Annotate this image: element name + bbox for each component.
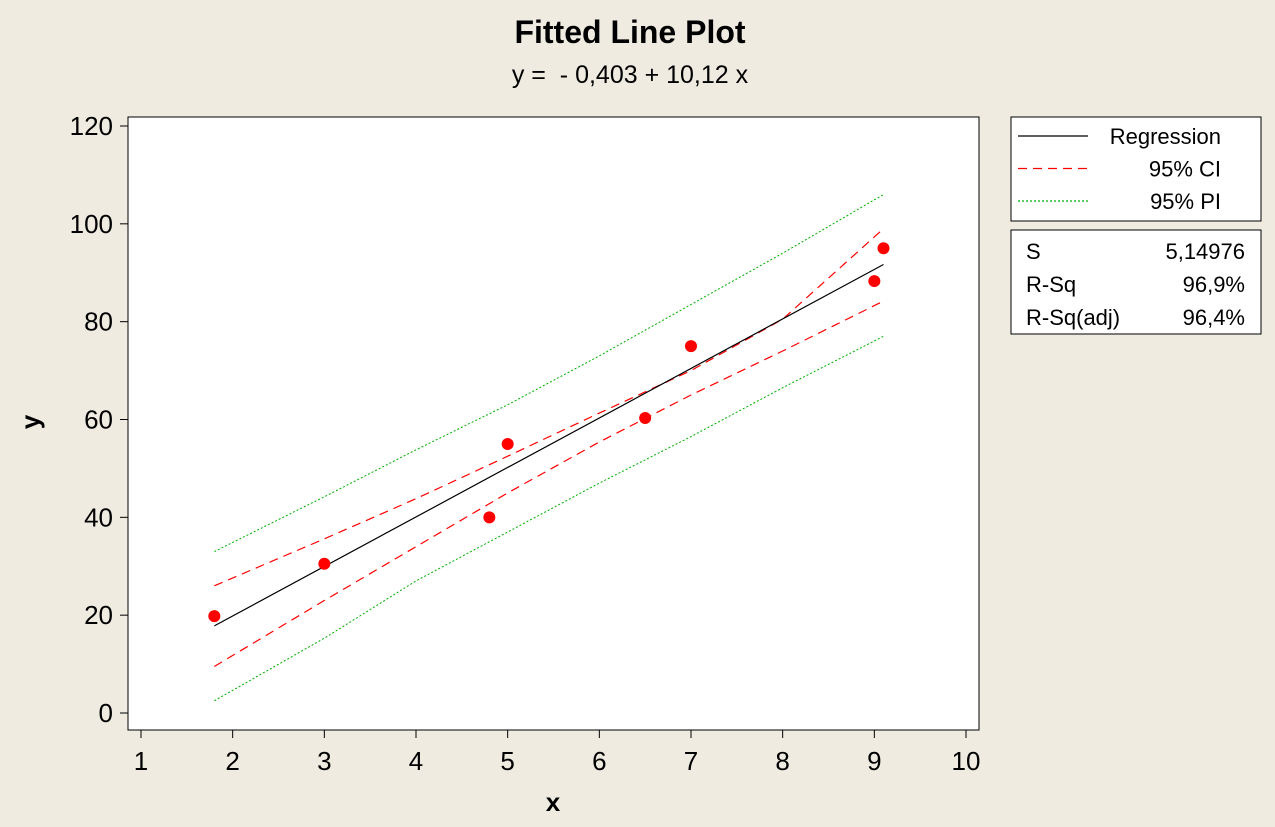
stat-label: R-Sq(adj) xyxy=(1026,305,1120,330)
y-tick-label: 0 xyxy=(99,698,113,728)
data-point xyxy=(208,610,221,623)
legend-label: 95% PI xyxy=(1150,189,1221,214)
x-tick-label: 7 xyxy=(684,746,698,776)
x-tick-label: 5 xyxy=(500,746,514,776)
y-tick-label: 20 xyxy=(84,600,113,630)
ci-lower-line xyxy=(213,300,884,668)
y-tick-label: 40 xyxy=(84,502,113,532)
x-tick-label: 8 xyxy=(775,746,789,776)
y-tick-label: 100 xyxy=(70,209,113,239)
pi-lower-line xyxy=(214,335,884,702)
chart-title: Fitted Line Plot xyxy=(514,14,745,50)
y-tick-label: 60 xyxy=(84,405,113,435)
legend-label: 95% CI xyxy=(1149,157,1221,182)
y-tick-label: 120 xyxy=(70,111,113,141)
x-axis: 1 2 3 4 5 6 7 8 9 10 xyxy=(134,730,981,776)
x-tick-label: 6 xyxy=(592,746,606,776)
legend-items: Regression 95% CI 95% PI xyxy=(1018,124,1221,214)
legend-label: Regression xyxy=(1110,124,1221,149)
stats-box-frame xyxy=(1010,229,1262,335)
x-tick-label: 10 xyxy=(952,746,981,776)
x-tick-label: 1 xyxy=(134,746,148,776)
legend-box xyxy=(1010,116,1262,222)
data-point xyxy=(639,412,652,425)
data-point xyxy=(868,275,881,288)
stats-box: S 5,14976 R-Sq 96,9% R-Sq(adj) 96,4% xyxy=(1010,229,1262,335)
stat-value: 96,9% xyxy=(1183,272,1245,297)
stat-label: S xyxy=(1026,239,1041,264)
stat-label: R-Sq xyxy=(1026,272,1076,297)
legend: Regression 95% CI 95% PI xyxy=(1010,116,1262,222)
x-tick-label: 9 xyxy=(867,746,881,776)
series-layer xyxy=(208,194,890,702)
x-tick-label: 3 xyxy=(317,746,331,776)
stats-items: S 5,14976 R-Sq 96,9% R-Sq(adj) 96,4% xyxy=(1026,239,1245,330)
data-point xyxy=(685,340,697,353)
chart-subtitle: y = - 0,403 + 10,12 x xyxy=(512,61,749,89)
stat-value: 96,4% xyxy=(1183,305,1245,330)
x-tick-label: 4 xyxy=(409,746,423,776)
data-point xyxy=(483,511,496,524)
ci-upper-line xyxy=(214,228,884,587)
data-point xyxy=(501,437,514,450)
stat-value: 5,14976 xyxy=(1165,239,1245,264)
y-axis-label: y xyxy=(15,414,45,429)
y-axis: 0 20 40 60 80 100 120 xyxy=(70,111,128,728)
data-point xyxy=(877,242,890,255)
x-axis-label: x xyxy=(546,787,561,817)
pi-upper-line xyxy=(214,194,884,553)
x-tick-label: 2 xyxy=(225,746,239,776)
data-point xyxy=(318,557,331,570)
y-tick-label: 80 xyxy=(84,307,113,337)
plot-area xyxy=(127,116,980,731)
